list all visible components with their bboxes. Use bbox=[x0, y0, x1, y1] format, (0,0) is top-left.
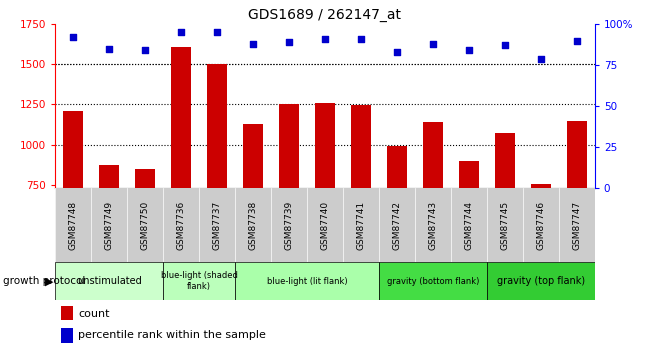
Text: GSM87745: GSM87745 bbox=[500, 200, 510, 250]
Bar bbox=[351, 105, 371, 305]
Point bbox=[104, 46, 114, 51]
Bar bbox=[279, 105, 299, 305]
Bar bbox=[487, 262, 595, 300]
Text: count: count bbox=[78, 309, 109, 318]
Bar bbox=[379, 262, 487, 300]
Text: growth protocol: growth protocol bbox=[3, 276, 86, 286]
Text: unstimulated: unstimulated bbox=[77, 276, 142, 286]
Text: GSM87746: GSM87746 bbox=[536, 200, 545, 250]
Text: GSM87744: GSM87744 bbox=[464, 200, 473, 250]
Bar bbox=[60, 328, 73, 343]
Bar bbox=[235, 262, 379, 300]
Bar bbox=[423, 122, 443, 305]
Bar bbox=[207, 64, 227, 305]
Point bbox=[68, 34, 79, 40]
Point bbox=[212, 30, 222, 35]
Text: blue-light (lit flank): blue-light (lit flank) bbox=[266, 277, 347, 286]
Text: GSM87742: GSM87742 bbox=[393, 200, 402, 250]
Bar bbox=[459, 161, 479, 305]
Text: GSM87736: GSM87736 bbox=[177, 200, 186, 250]
Text: GSM87748: GSM87748 bbox=[69, 200, 78, 250]
Text: blue-light (shaded
flank): blue-light (shaded flank) bbox=[161, 272, 237, 291]
Point bbox=[463, 48, 474, 53]
Bar bbox=[495, 134, 515, 305]
Bar bbox=[135, 169, 155, 305]
Point bbox=[284, 39, 294, 45]
Text: GSM87739: GSM87739 bbox=[285, 200, 294, 250]
Bar bbox=[55, 262, 163, 300]
Text: GSM87749: GSM87749 bbox=[105, 200, 114, 250]
Point bbox=[500, 43, 510, 48]
Text: percentile rank within the sample: percentile rank within the sample bbox=[78, 330, 266, 340]
Text: GSM87750: GSM87750 bbox=[140, 200, 150, 250]
Text: gravity (bottom flank): gravity (bottom flank) bbox=[387, 277, 479, 286]
Bar bbox=[60, 306, 73, 320]
Point bbox=[248, 41, 258, 47]
Bar bbox=[531, 184, 551, 305]
Point bbox=[176, 30, 187, 35]
Bar bbox=[243, 124, 263, 305]
Text: GSM87740: GSM87740 bbox=[320, 200, 330, 250]
Text: ▶: ▶ bbox=[45, 276, 53, 286]
Text: GSM87738: GSM87738 bbox=[248, 200, 257, 250]
Bar bbox=[315, 103, 335, 305]
Text: GSM87747: GSM87747 bbox=[572, 200, 581, 250]
Bar bbox=[99, 165, 119, 305]
Point bbox=[392, 49, 402, 55]
Text: GSM87741: GSM87741 bbox=[356, 200, 365, 250]
Point bbox=[536, 56, 546, 61]
Bar bbox=[171, 47, 191, 305]
Point bbox=[571, 38, 582, 43]
Point bbox=[356, 36, 366, 42]
Point bbox=[140, 48, 150, 53]
Bar bbox=[567, 121, 587, 305]
Title: GDS1689 / 262147_at: GDS1689 / 262147_at bbox=[248, 8, 402, 22]
Point bbox=[428, 41, 438, 47]
Text: GSM87737: GSM87737 bbox=[213, 200, 222, 250]
Bar bbox=[63, 111, 83, 305]
Point bbox=[320, 36, 330, 42]
Bar bbox=[387, 146, 407, 305]
Text: gravity (top flank): gravity (top flank) bbox=[497, 276, 585, 286]
Text: GSM87743: GSM87743 bbox=[428, 200, 437, 250]
Bar bbox=[163, 262, 235, 300]
